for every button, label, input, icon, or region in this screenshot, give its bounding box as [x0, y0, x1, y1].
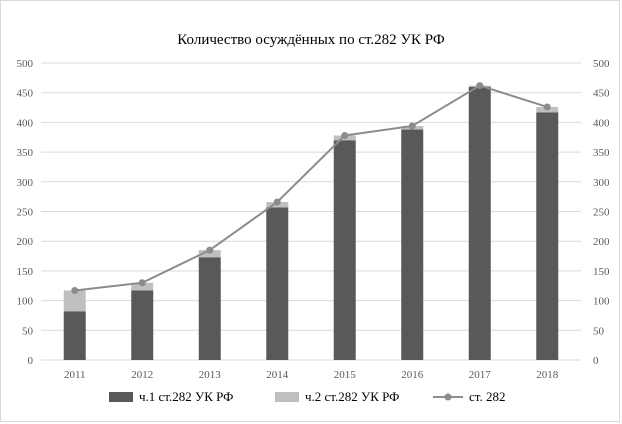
series-line: [74, 84, 548, 292]
bar-part1: [63, 311, 86, 360]
y-tick-label-left: 200: [17, 236, 34, 248]
y-tick-label-left: 300: [17, 177, 34, 189]
y-tick-label-right: 150: [593, 266, 610, 278]
x-tick-label: 2014: [266, 369, 289, 381]
y-tick-label-right: 250: [593, 207, 610, 219]
bar-part1: [536, 112, 559, 360]
y-tick-label-right: 200: [593, 236, 610, 248]
y-tick-label-right: 0: [593, 355, 599, 367]
line-point: [138, 279, 146, 287]
chart-title: Количество осуждённых по ст.282 УК РФ: [177, 32, 445, 48]
x-tick-label: 2016: [401, 369, 424, 381]
y-tick-label-left: 150: [17, 266, 34, 278]
line-series: [71, 82, 551, 295]
bar-part1: [266, 207, 289, 360]
legend-label: ст. 282: [469, 389, 505, 404]
y-tick-label-right: 350: [593, 147, 610, 159]
legend-swatch: [275, 392, 299, 402]
bar-part1: [468, 86, 491, 360]
legend: ч.1 ст.282 УК РФ ч.2 ст.282 УК РФ ст. 282: [109, 389, 505, 404]
bar-part2: [63, 290, 86, 312]
y-tick-label-right: 400: [593, 117, 610, 129]
line-point: [206, 246, 214, 254]
x-tick-label: 2013: [199, 369, 222, 381]
y-tick-label-right: 300: [593, 177, 610, 189]
axes: 0 0 50 50 100 100 150 150 200 200 250 250 300 300 350 3…: [17, 58, 611, 381]
line-point: [476, 82, 484, 90]
x-tick-label: 2011: [64, 369, 86, 381]
bar-part1: [198, 257, 221, 360]
gridlines: [41, 62, 581, 361]
line-point: [543, 103, 551, 111]
bar-part1: [131, 290, 154, 360]
y-tick-label-left: 500: [17, 58, 34, 70]
bars: [63, 85, 559, 360]
y-tick-label-left: 450: [17, 88, 34, 100]
y-tick-label-left: 350: [17, 147, 34, 159]
x-tick-label: 2017: [469, 369, 492, 381]
y-tick-label-left: 400: [17, 117, 34, 129]
line-point: [408, 122, 416, 130]
bar-part2: [198, 250, 221, 258]
x-tick-label: 2015: [334, 369, 357, 381]
bar-part1: [401, 129, 424, 360]
x-tick-label: 2018: [536, 369, 559, 381]
y-tick-label-left: 50: [22, 325, 34, 337]
x-tick-label: 2012: [131, 369, 153, 381]
y-tick-label-right: 450: [593, 88, 610, 100]
line-point: [273, 198, 281, 206]
y-tick-label-left: 250: [17, 207, 34, 219]
y-tick-label-left: 100: [17, 296, 34, 308]
legend-line-marker: [444, 393, 452, 401]
y-tick-label-right: 50: [593, 325, 605, 337]
bar-part1: [333, 140, 356, 360]
y-tick-label-right: 100: [593, 296, 610, 308]
y-tick-label-right: 500: [593, 58, 610, 70]
y-tick-label-left: 0: [28, 355, 34, 367]
legend-swatch: [109, 392, 133, 402]
legend-label: ч.1 ст.282 УК РФ: [139, 389, 233, 404]
line-point: [71, 287, 79, 295]
bar-part2: [131, 282, 154, 291]
line-point: [341, 131, 349, 139]
legend-label: ч.2 ст.282 УК РФ: [305, 389, 399, 404]
